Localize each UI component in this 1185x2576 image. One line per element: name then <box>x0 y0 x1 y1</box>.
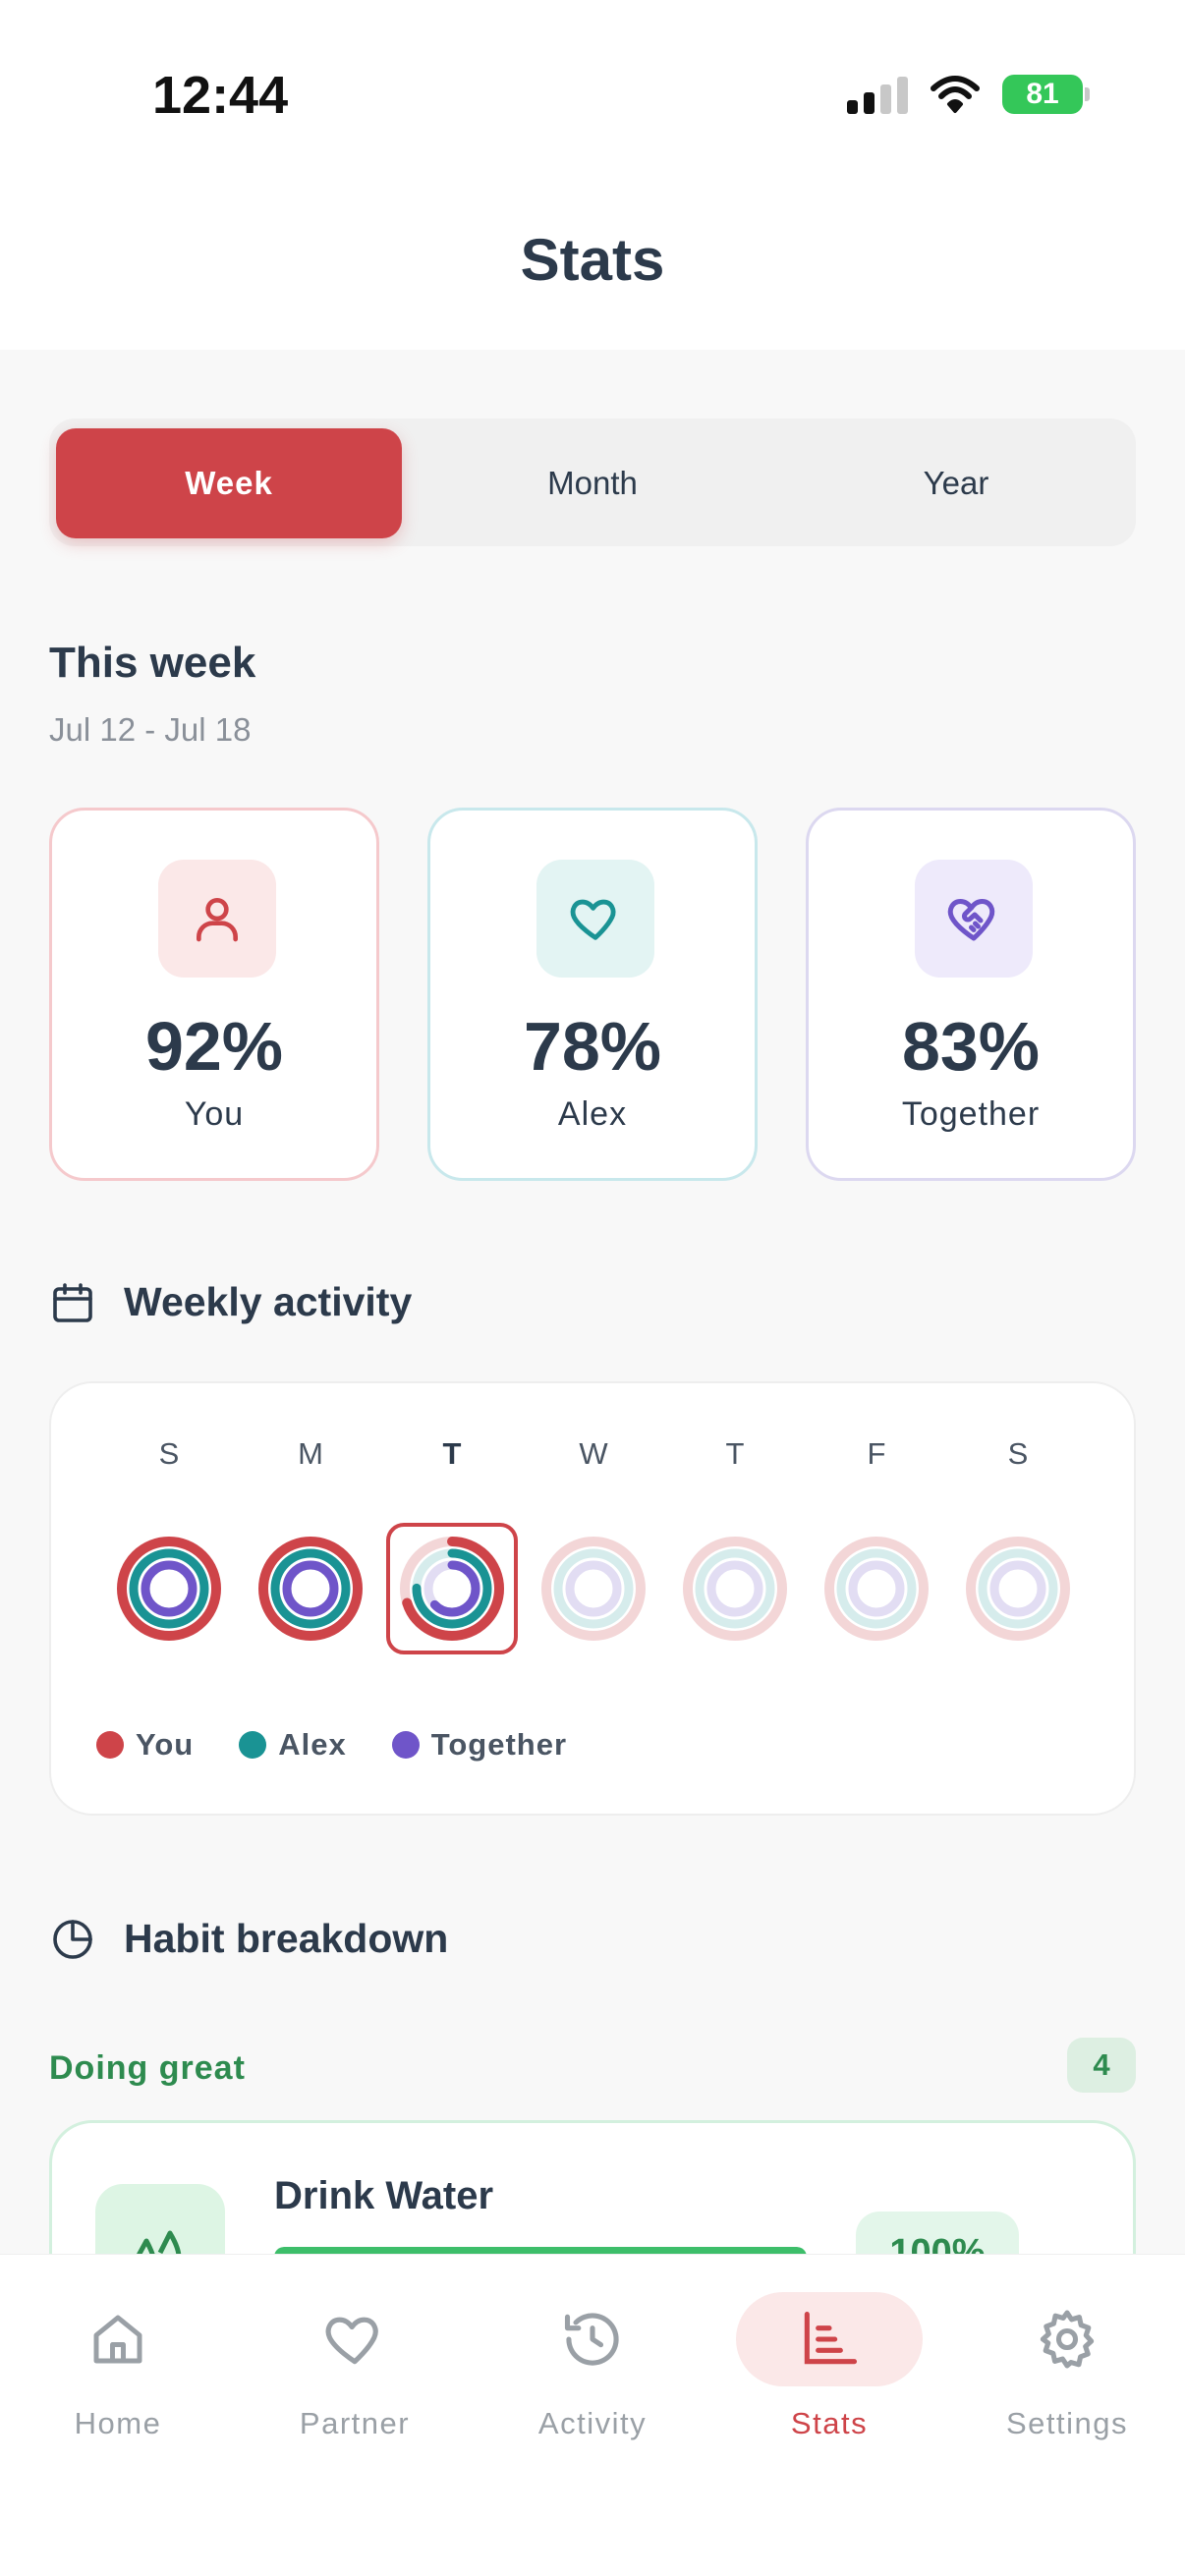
nav-item-activity[interactable]: Activity <box>494 2292 691 2441</box>
day-ring-wed[interactable] <box>539 1535 648 1643</box>
nav-item-settings[interactable]: Settings <box>969 2292 1165 2441</box>
group-count-badge: 4 <box>1067 2038 1136 2093</box>
pie-chart-icon <box>53 1920 92 1959</box>
day-ring-tue[interactable] <box>398 1535 506 1643</box>
legend-label: You <box>136 1727 195 1762</box>
day-label: F <box>867 1436 886 1471</box>
handshake-heart-icon <box>915 860 1033 978</box>
heart-icon <box>261 2292 448 2386</box>
nav-item-stats[interactable]: Stats <box>731 2292 928 2441</box>
nav-item-home[interactable]: Home <box>20 2292 216 2441</box>
habit-name: Drink Water <box>274 2174 494 2217</box>
nav-label: Activity <box>537 2406 648 2440</box>
legend: You Alex Together <box>96 1727 567 1763</box>
summary-value: 83% <box>901 1008 1041 1085</box>
history-icon <box>499 2292 686 2386</box>
day-ring-mon[interactable] <box>256 1535 365 1643</box>
legend-item-together: Together <box>391 1727 568 1763</box>
wifi-icon <box>931 76 980 113</box>
day-label: T <box>725 1436 745 1471</box>
legend-label: Alex <box>278 1727 347 1762</box>
battery-level: 81 <box>1026 78 1059 110</box>
tab-week[interactable]: Week <box>56 428 402 538</box>
period-selector: Week Month Year <box>49 419 1136 546</box>
nav-label: Partner <box>299 2406 411 2440</box>
battery-icon: 81 <box>1002 75 1090 114</box>
nav-label: Stats <box>790 2406 869 2440</box>
tab-month[interactable]: Month <box>547 465 638 501</box>
day-label: M <box>298 1436 323 1471</box>
legend-dot <box>391 1731 420 1759</box>
gear-icon <box>974 2292 1160 2386</box>
header <box>0 196 1185 350</box>
calendar-icon <box>53 1283 92 1322</box>
legend-item-alex: Alex <box>239 1727 346 1763</box>
day-label: S <box>158 1436 180 1471</box>
summary-value: 78% <box>523 1008 662 1085</box>
weekly-activity-card: S M T W T F S <box>49 1381 1136 1816</box>
bar-chart-icon <box>736 2292 923 2386</box>
status-time: 12:44 <box>152 66 289 125</box>
summary-card-you[interactable]: 92% You <box>49 808 379 1181</box>
tab-year[interactable]: Year <box>923 465 989 501</box>
home-icon <box>25 2292 211 2386</box>
page-title: Stats <box>520 227 665 293</box>
bottom-nav: Home Partner Activity Stats <box>0 2254 1185 2576</box>
legend-label: Together <box>430 1727 568 1762</box>
legend-item-you: You <box>96 1727 194 1763</box>
day-ring-sun[interactable] <box>115 1535 223 1643</box>
date-range: Jul 12 - Jul 18 <box>49 711 252 748</box>
selected-day-frame <box>386 1523 518 1654</box>
day-ring-fri[interactable] <box>822 1535 931 1643</box>
summary-card-alex[interactable]: 78% Alex <box>427 808 758 1181</box>
heart-icon <box>536 860 654 978</box>
nav-label: Settings <box>1005 2406 1128 2440</box>
day-ring-thu[interactable] <box>681 1535 789 1643</box>
day-ring-sat[interactable] <box>964 1535 1072 1643</box>
weekly-activity-title: Weekly activity <box>124 1279 413 1324</box>
status-icons: 81 <box>847 73 1090 116</box>
status-bar: 12:44 81 <box>0 0 1185 196</box>
summary-label: You <box>184 1095 245 1133</box>
signal-icon <box>847 75 908 114</box>
summary-value: 92% <box>144 1008 284 1085</box>
day-label: S <box>1007 1436 1029 1471</box>
nav-label: Home <box>74 2406 162 2440</box>
summary-label: Together <box>901 1095 1041 1133</box>
summary-card-together[interactable]: 83% Together <box>806 808 1136 1181</box>
day-label: W <box>579 1436 608 1471</box>
legend-dot <box>96 1731 124 1759</box>
nav-item-partner[interactable]: Partner <box>256 2292 453 2441</box>
group-label: Doing great <box>49 2049 246 2087</box>
legend-dot <box>239 1731 267 1759</box>
user-icon <box>158 860 276 978</box>
summary-title: This week <box>49 639 256 687</box>
habit-breakdown-title: Habit breakdown <box>124 1916 449 1961</box>
day-label: T <box>442 1436 462 1471</box>
summary-label: Alex <box>557 1095 628 1133</box>
